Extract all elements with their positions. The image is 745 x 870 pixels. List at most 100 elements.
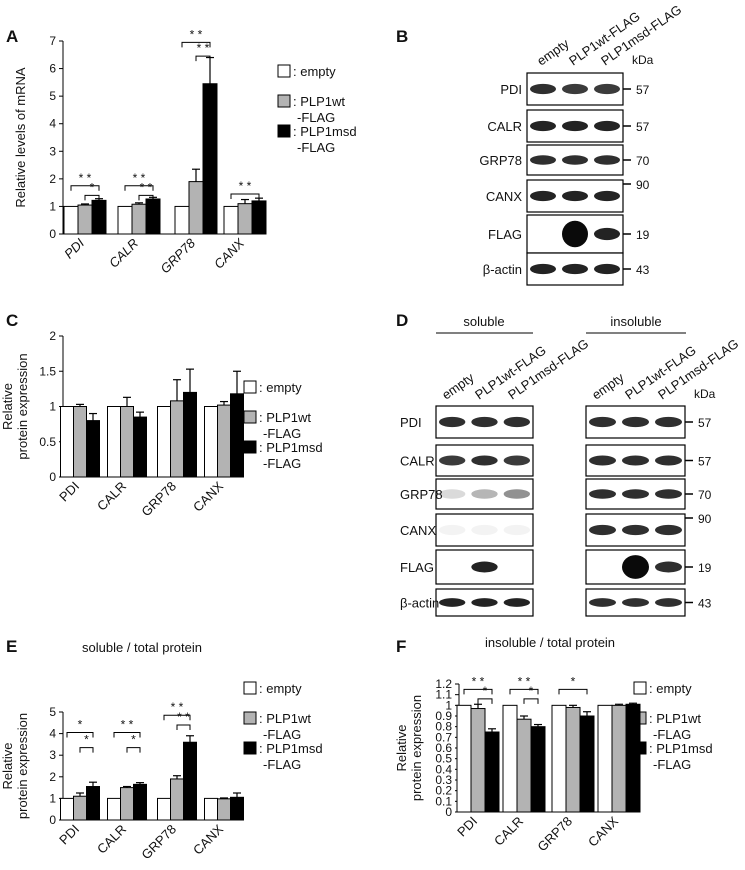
legend-label-empty: : empty (649, 681, 692, 696)
bar-grp78-1 (565, 706, 581, 813)
bar-calr-2 (133, 783, 147, 821)
bar-grp78-2 (183, 391, 197, 478)
band (594, 227, 620, 241)
band (589, 416, 616, 428)
significance-bracket (124, 185, 154, 191)
bar-grp78-0 (551, 704, 567, 813)
y-tick-label: 2 (49, 172, 56, 186)
legend-swatch-wt (243, 711, 257, 725)
bar-calr-2 (530, 726, 546, 813)
panel-label-A: A (6, 27, 18, 46)
y-tick-label: 0 (49, 227, 56, 241)
bar-pdi-0 (456, 704, 472, 813)
bar-pdi-2 (86, 786, 100, 821)
band (655, 489, 682, 499)
significance-bracket (126, 747, 141, 753)
lane-label: empty (439, 370, 477, 403)
y-tick-label: 0.5 (39, 435, 56, 449)
kda-value: 57 (698, 416, 712, 430)
bar-canx-1 (217, 798, 231, 821)
band (530, 263, 556, 275)
bar-grp78-2 (183, 741, 197, 821)
E-chart: 0 1 2 3 4 5 Relative protein expression soluble … (0, 640, 244, 862)
significance-label: * * (79, 171, 92, 185)
blot-row-label: CANX (486, 189, 522, 204)
panel-label-C: C (6, 311, 18, 330)
significance-label: * * (171, 700, 184, 714)
significance-bracket (138, 194, 154, 201)
significance-bracket (113, 732, 141, 738)
legend-label-wt: : PLP1wt (649, 711, 701, 726)
band (562, 155, 588, 165)
bar-grp78-0 (157, 406, 171, 478)
y-tick-label: 0.6 (435, 741, 452, 755)
blot-row-label: PDI (400, 415, 422, 430)
band (655, 561, 682, 573)
bar-pdi-1 (470, 708, 486, 813)
significance-label: * * (197, 41, 210, 55)
significance-label: * (529, 684, 534, 698)
band (562, 190, 588, 202)
bar-canx-0 (223, 205, 239, 235)
legend-swatch-wt (243, 410, 257, 424)
bar-calr-1 (120, 787, 134, 821)
y-tick-label: 1.1 (435, 688, 452, 702)
legend-label-wt: : PLP1wt (259, 410, 311, 425)
blot-row-label: GRP78 (400, 487, 443, 502)
kda-value: 43 (636, 263, 650, 277)
x-tick-label: PDI (56, 822, 82, 848)
band (622, 598, 649, 607)
significance-label: * * (190, 27, 203, 41)
blot-row-label: FLAG (400, 560, 434, 575)
bar-pdi-2 (91, 199, 107, 235)
significance-bracket (163, 714, 191, 721)
band (439, 455, 466, 466)
band (594, 120, 620, 132)
y-tick-label: 7 (49, 34, 56, 48)
band (594, 83, 620, 95)
y-tick-label: 0.7 (435, 730, 452, 744)
band (622, 555, 649, 579)
blot-row-label: β-actin (400, 596, 439, 611)
band (503, 598, 530, 607)
legend-label-wt: -FLAG (263, 426, 301, 441)
chart-title: insoluble / total protein (485, 635, 615, 650)
band (439, 598, 466, 607)
band (655, 455, 682, 466)
bar-calr-2 (133, 416, 147, 478)
significance-bracket (70, 185, 100, 191)
C-legend: : empty: PLP1wt-FLAG: PLP1msd-FLAG (243, 380, 323, 471)
blot-row-label: PDI (500, 82, 522, 97)
y-axis-label: protein expression (409, 695, 424, 801)
blot-row-label: CALR (487, 119, 522, 134)
significance-label: * * (177, 710, 190, 724)
x-tick-label: PDI (61, 235, 87, 261)
band (594, 155, 620, 165)
x-tick-label: GRP78 (138, 822, 179, 863)
significance-label: * (78, 718, 83, 732)
blot-row-label: CALR (400, 454, 435, 469)
kda-label: kDa (694, 387, 716, 401)
y-axis-label: Relative levels of mRNA (13, 67, 28, 207)
band (562, 220, 588, 248)
bar-canx-0 (204, 406, 218, 478)
legend-label-wt: -FLAG (653, 727, 691, 742)
blot-row-label: CANX (400, 523, 436, 538)
blot-row-label: FLAG (488, 227, 522, 242)
y-tick-label: 0.1 (435, 794, 452, 808)
legend-swatch-empty (633, 681, 647, 695)
band (471, 489, 498, 499)
lane-label: empty (534, 36, 572, 69)
significance-label: * (483, 684, 488, 698)
x-tick-label: GRP78 (157, 235, 198, 276)
legend-label-wt: -FLAG (263, 727, 301, 742)
y-tick-label: 0 (49, 470, 56, 484)
bar-calr-1 (120, 406, 134, 478)
significance-label: * * (518, 674, 531, 688)
kda-value: 70 (698, 488, 712, 502)
bar-pdi-0 (60, 406, 74, 478)
bar-canx-2 (625, 703, 641, 813)
significance-label: * * (121, 718, 134, 732)
legend-label-msd: : PLP1msd (259, 741, 323, 756)
